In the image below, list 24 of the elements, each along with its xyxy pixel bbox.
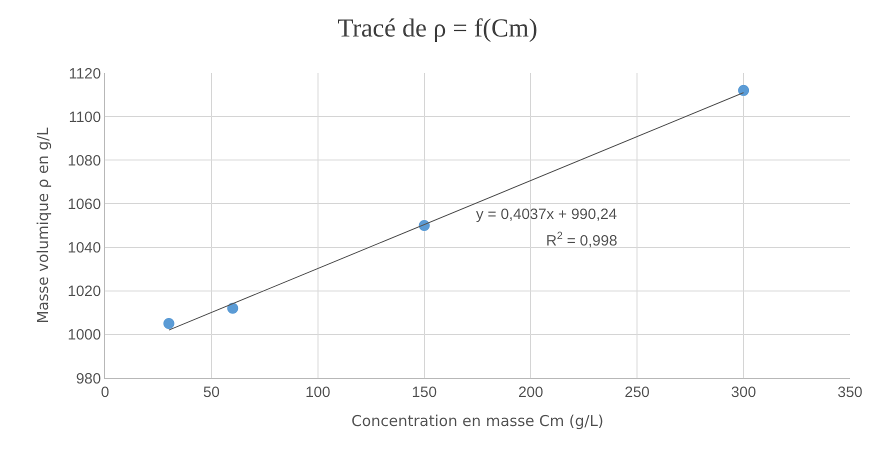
point	[163, 318, 174, 330]
x-axis-title: Concentration en masse Cm (g/L)	[351, 412, 604, 430]
annotation: R$^{2}$ = 0,998	[546, 230, 618, 250]
x-tick-label: 350	[837, 384, 863, 401]
x-tick-label: 100	[305, 384, 330, 401]
x-tick-label: 300	[731, 384, 756, 401]
y-tick-label: 1000	[68, 326, 101, 344]
x-tick-label: 50	[203, 384, 220, 401]
x-tick-label: 200	[518, 384, 544, 401]
y-tick-label: 1080	[68, 152, 101, 170]
annotation: y = 0,4037x + 990,24	[476, 206, 617, 223]
chart-title: Tracé de ρ = f(Cm)	[338, 14, 538, 43]
point	[738, 84, 750, 96]
y-axis-title: Masse volumique ρ en g/L	[34, 126, 52, 324]
x-tick-label: 0	[100, 384, 110, 401]
x-tick-label: 250	[624, 384, 650, 401]
y-tick-label: 1020	[68, 283, 101, 300]
y-tick-label: 1040	[68, 240, 101, 257]
y-tick-label: 1120	[68, 65, 101, 82]
y-tick-label: 1060	[68, 196, 101, 213]
y-tick-label: 980	[76, 370, 101, 388]
x-tick-label: 150	[412, 384, 437, 401]
point	[227, 302, 238, 314]
y-tick-label: 1100	[68, 108, 101, 126]
